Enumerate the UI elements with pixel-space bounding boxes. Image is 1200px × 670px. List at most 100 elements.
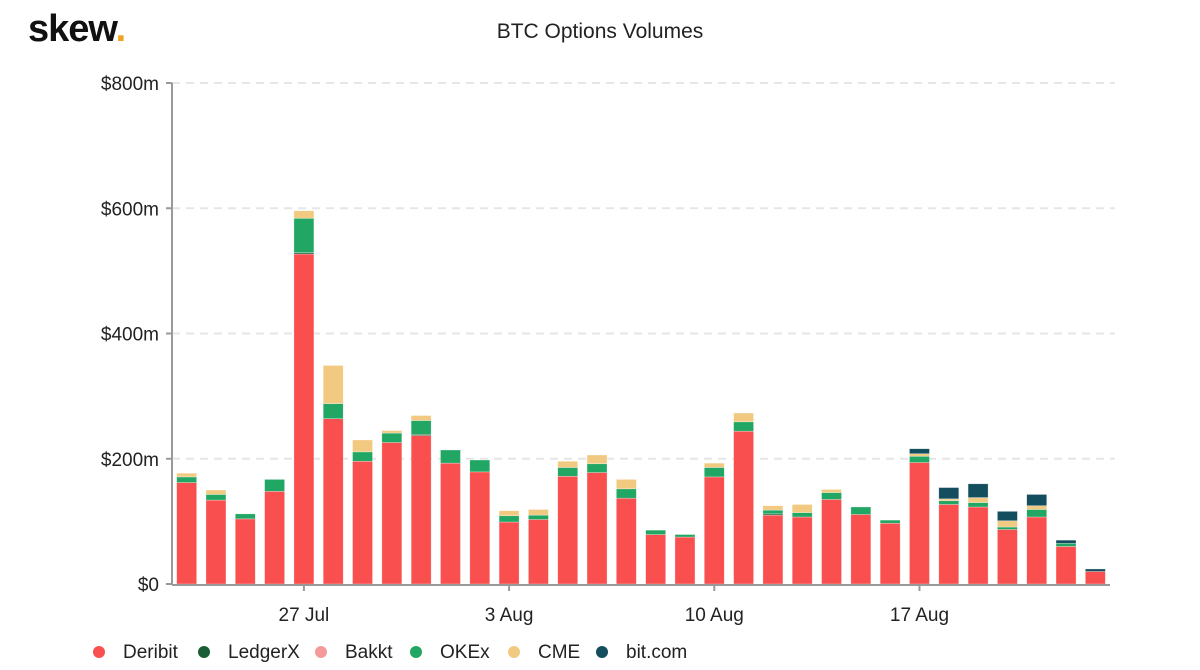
legend-marker-icon — [410, 646, 422, 658]
bar-deribit — [557, 475, 579, 585]
bar-deribit — [293, 253, 315, 585]
bar-okex — [352, 451, 373, 462]
x-tick-label: 3 Aug — [485, 605, 534, 626]
bar-deribit — [440, 462, 461, 585]
bar-bit-com — [967, 483, 989, 498]
legend-marker-icon — [198, 646, 210, 658]
bar-bit-com — [1085, 568, 1106, 572]
bar-cme — [498, 510, 520, 517]
bar-deribit — [469, 471, 491, 585]
legend-marker-icon — [93, 646, 105, 658]
bar-deribit — [1026, 516, 1048, 585]
bar-okex — [440, 449, 461, 464]
legend-item-label: Deribit — [123, 642, 179, 663]
bar-okex — [879, 519, 901, 524]
legend-item-label: LedgerX — [228, 642, 300, 663]
bar-okex — [176, 476, 197, 483]
bar-deribit — [528, 519, 549, 585]
bar-deribit — [909, 462, 930, 585]
bar-okex — [322, 403, 344, 419]
skew-logo: skew. — [28, 8, 127, 51]
bar-okex — [616, 488, 637, 499]
legend-item-label: CME — [538, 642, 580, 663]
logo-text: skew — [28, 8, 117, 50]
bar-deribit — [1055, 546, 1077, 585]
bar-deribit — [352, 460, 373, 585]
legend: Deribit LedgerX Bakkt OKEx CME bit.com — [93, 642, 687, 663]
bar-deribit — [176, 482, 197, 585]
bar-cme — [733, 412, 754, 423]
bar-deribit — [674, 536, 696, 585]
bar-okex — [381, 432, 403, 443]
bar-okex — [645, 529, 666, 535]
bar-deribit — [997, 529, 1018, 585]
bar-okex — [821, 492, 842, 500]
x-tick-label: 17 Aug — [890, 605, 949, 626]
bar-deribit — [234, 518, 256, 585]
bar-deribit — [645, 534, 666, 585]
bar-deribit — [703, 476, 725, 585]
bar-deribit — [791, 516, 813, 585]
y-tick-label: $200m — [101, 450, 159, 471]
bar-okex — [733, 421, 754, 432]
y-tick-label: $400m — [101, 325, 159, 346]
bar-cme — [586, 454, 608, 465]
bar-cme — [352, 439, 373, 453]
bar-okex — [557, 467, 579, 477]
bar-cme — [967, 497, 989, 503]
bar-okex — [674, 534, 696, 538]
bar-okex — [1026, 509, 1048, 518]
bar-okex — [1055, 542, 1077, 547]
legend-marker-icon — [315, 646, 327, 658]
bar-okex — [293, 217, 315, 254]
bar-cme — [176, 472, 197, 478]
bar-cme — [410, 415, 432, 421]
bar-okex — [498, 515, 520, 523]
bar-cme — [997, 520, 1018, 528]
bar-cme — [322, 365, 344, 404]
bar-bit-com — [997, 511, 1018, 522]
bar-okex — [703, 467, 725, 478]
bar-okex — [234, 513, 256, 520]
legend-item-label: bit.com — [626, 642, 687, 663]
legend-item-label: OKEx — [440, 642, 490, 663]
bar-cme — [616, 479, 637, 490]
bar-okex — [850, 506, 872, 515]
bar-deribit — [762, 514, 784, 585]
logo-dot: . — [115, 8, 127, 50]
bar-cme — [557, 460, 579, 468]
bar-okex — [967, 502, 989, 508]
legend-marker-icon — [596, 646, 608, 658]
bar-deribit — [205, 499, 227, 585]
bar-bit-com — [909, 448, 930, 455]
bar-cme — [1026, 505, 1048, 510]
bar-cme — [909, 453, 930, 457]
axes: $0 $200m $400m $600m $800m 27 Jul 3 Aug 10 Aug 1… — [101, 74, 1110, 626]
bar-deribit — [322, 418, 344, 585]
bar-okex — [938, 500, 960, 505]
bar-okex — [762, 509, 784, 515]
bar-deribit — [1085, 571, 1106, 585]
bar-bit-com — [938, 487, 960, 500]
x-tick-label: 27 Jul — [279, 605, 330, 626]
bar-okex — [997, 526, 1018, 530]
y-tick-label: $800m — [101, 74, 159, 95]
bar-okex — [205, 494, 227, 501]
bar-cme — [703, 462, 725, 468]
bar-cme — [381, 430, 403, 434]
bar-cme — [293, 210, 315, 219]
bar-cme — [821, 489, 842, 493]
bars — [176, 210, 1106, 585]
bar-cme — [791, 504, 813, 513]
bar-cme — [528, 509, 549, 516]
bar-okex — [791, 512, 813, 518]
bar-deribit — [410, 435, 432, 585]
bar-deribit — [264, 491, 285, 585]
bar-deribit — [616, 497, 637, 585]
bar-bit-com — [1055, 539, 1077, 544]
bar-deribit — [967, 506, 989, 585]
chart-title: BTC Options Volumes — [497, 20, 704, 43]
bar-deribit — [586, 472, 608, 585]
bar-deribit — [498, 521, 520, 585]
x-tick-label: 10 Aug — [685, 605, 744, 626]
